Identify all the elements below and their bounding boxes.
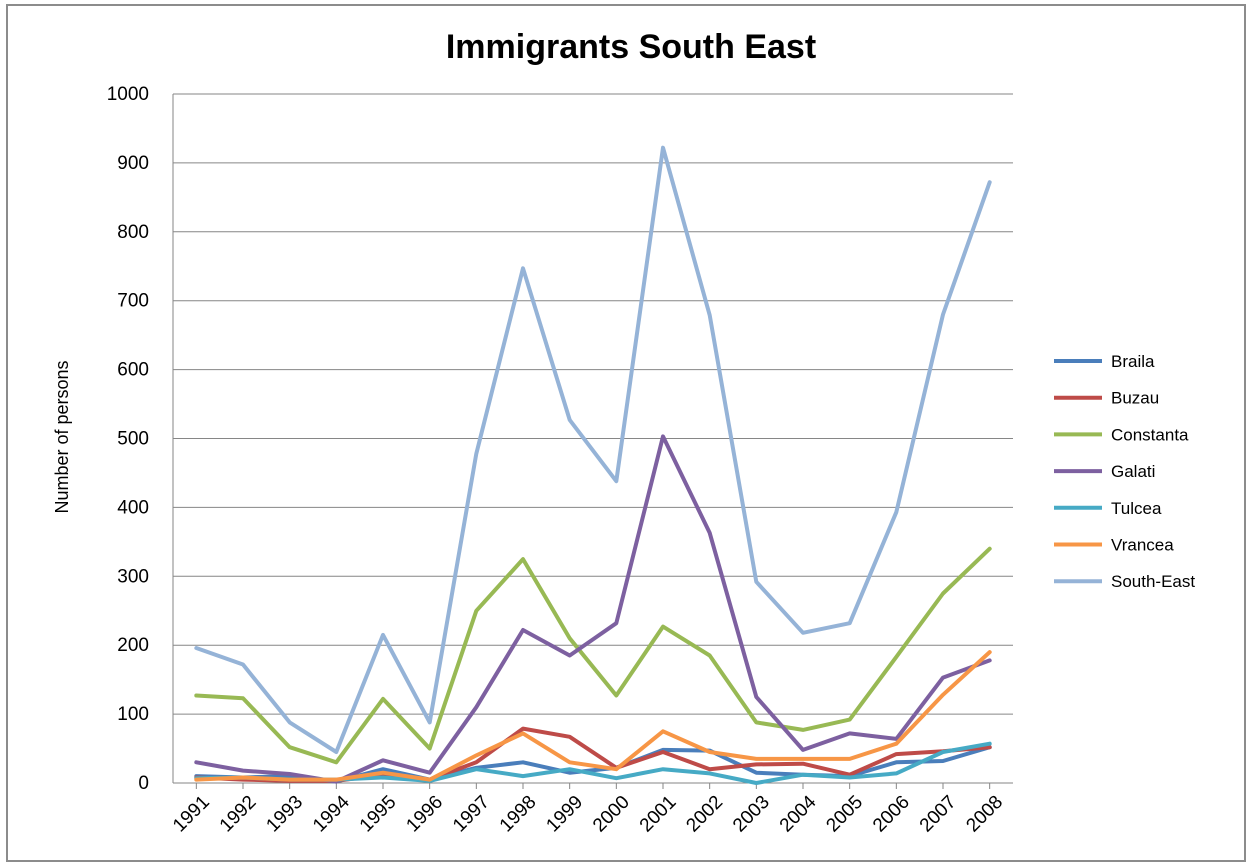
x-tick-label: 1991: [169, 792, 214, 837]
legend-label-constanta: Constanta: [1111, 425, 1189, 444]
x-tick-label: 2008: [962, 792, 1007, 837]
x-tick-label: 1999: [542, 792, 587, 837]
y-axis-label: Number of persons: [52, 360, 72, 513]
legend-label-vrancea: Vrancea: [1111, 536, 1174, 555]
x-tick-label: 1997: [449, 792, 494, 837]
y-tick-label: 900: [117, 153, 149, 174]
y-tick-label: 1000: [107, 84, 149, 105]
series-line-vrancea: [194, 650, 992, 782]
series-line-south-east: [194, 145, 992, 754]
y-axis-tick-labels: 0 100 200 300 400 500 600 700 800 900 1000: [107, 84, 149, 794]
y-tick-label: 400: [117, 497, 149, 518]
y-tick-label: 800: [117, 222, 149, 243]
y-tick-label: 100: [117, 704, 149, 725]
y-tick-label: 700: [117, 291, 149, 312]
x-tick-label: 1994: [309, 791, 354, 836]
gridlines: [173, 93, 1013, 715]
legend-label-tulcea: Tulcea: [1111, 499, 1162, 518]
x-tick-label: 2004: [776, 791, 821, 836]
legend-label-buzau: Buzau: [1111, 389, 1159, 408]
y-tick-label: 500: [117, 429, 149, 450]
series-line-galati: [194, 434, 992, 784]
x-tick-label: 1998: [496, 792, 541, 837]
legend-label-braila: Braila: [1111, 352, 1155, 371]
x-tick-label: 2007: [916, 792, 961, 837]
legend: Braila Buzau Constanta Galati Tulcea Vrancea S…: [1054, 352, 1195, 591]
chart-frame: [6, 4, 1246, 862]
x-tick-label: 2003: [729, 792, 774, 837]
series-line-constanta: [194, 546, 992, 765]
y-tick-label: 200: [117, 635, 149, 656]
x-axis-tick-labels: 1991 1992 1993 1994 1995 1996 1997 1998 1999 2000…: [169, 791, 1007, 836]
y-tick-label: 600: [117, 360, 149, 381]
y-tick-label: 0: [138, 773, 149, 794]
axes: [172, 94, 1013, 789]
series-lines: [194, 145, 992, 785]
x-tick-label: 2000: [589, 792, 634, 837]
x-tick-label: 2005: [822, 792, 867, 837]
x-tick-label: 1995: [356, 792, 401, 837]
x-tick-label: 1993: [262, 792, 307, 837]
legend-label-galati: Galati: [1111, 462, 1155, 481]
y-tick-label: 300: [117, 566, 149, 587]
x-tick-label: 1992: [216, 792, 261, 837]
x-tick-label: 2006: [869, 792, 914, 837]
x-tick-label: 2001: [636, 792, 681, 837]
x-tick-label: 1996: [402, 792, 447, 837]
chart-title: Immigrants South East: [446, 28, 816, 66]
x-tick-label: 2002: [682, 792, 727, 837]
legend-label-south-east: South-East: [1111, 572, 1195, 591]
